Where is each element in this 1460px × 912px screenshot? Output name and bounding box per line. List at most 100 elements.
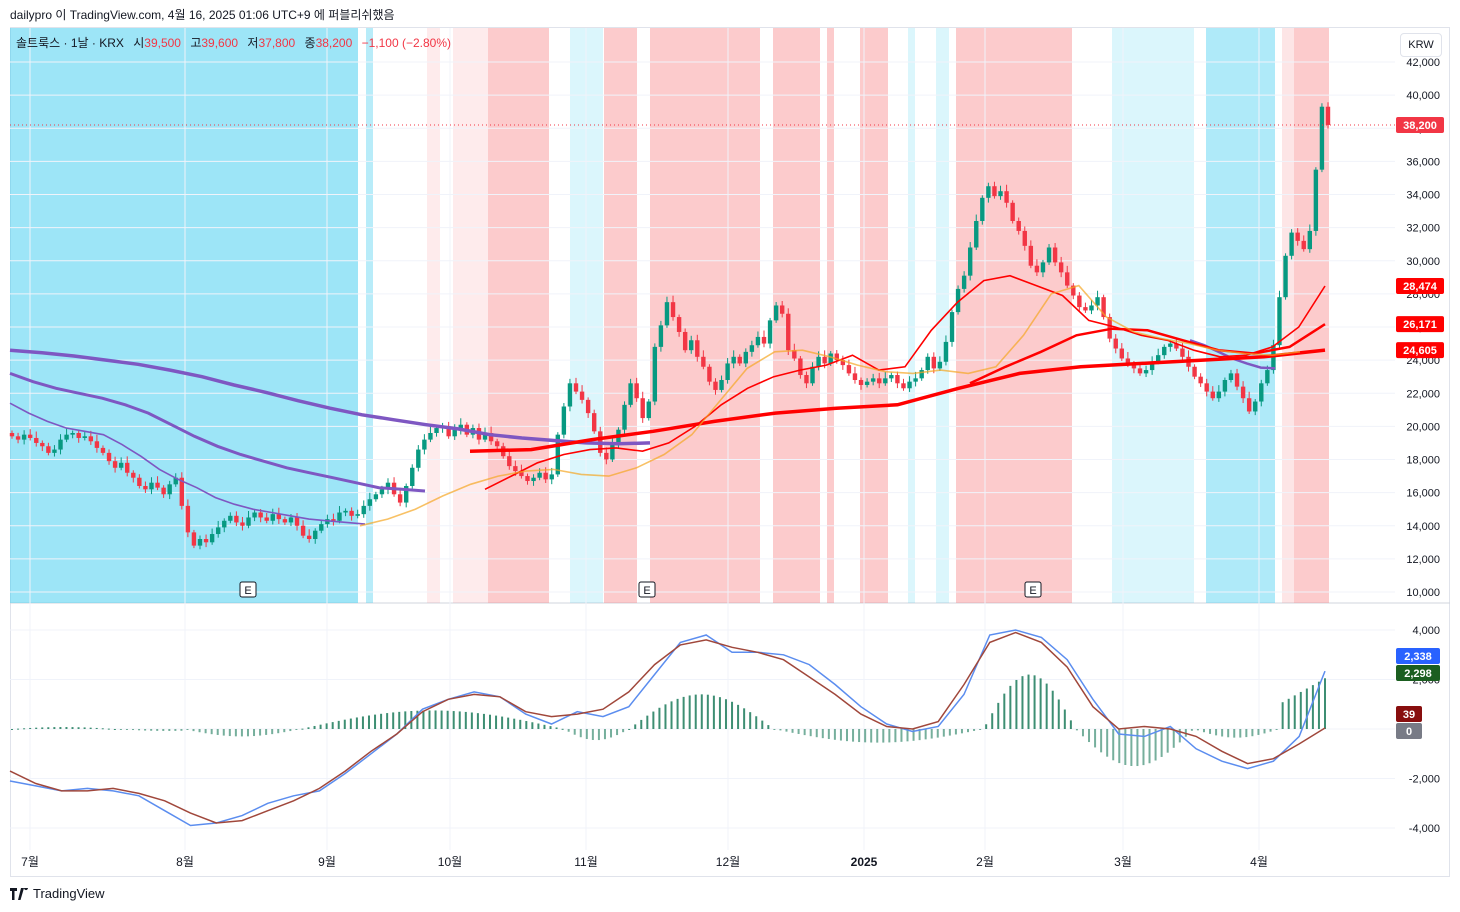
macd-histogram-bar	[23, 728, 26, 730]
candle	[155, 476, 160, 491]
candle-body	[337, 512, 342, 521]
price-tick-label: 32,000	[1406, 223, 1440, 235]
candle-body	[1301, 240, 1306, 250]
candle	[695, 334, 700, 362]
candle	[1253, 399, 1258, 416]
candle	[913, 371, 918, 387]
candle	[719, 375, 724, 393]
earnings-mark-box	[239, 581, 257, 598]
candle	[652, 343, 658, 406]
candle-body	[258, 512, 263, 518]
macd-badge: 2,298	[1396, 665, 1440, 681]
candle-body	[143, 486, 148, 490]
macd-histogram-bar	[513, 718, 516, 729]
candle-body	[410, 467, 415, 486]
candle	[1052, 243, 1058, 267]
candle-body	[658, 325, 664, 347]
candle	[1301, 235, 1306, 252]
candle-body	[840, 360, 846, 366]
time-tick-label: 12월	[716, 855, 740, 869]
candle-body	[1131, 363, 1137, 369]
candle	[203, 534, 209, 548]
footer-brand[interactable]: TradingView	[10, 886, 105, 901]
currency-button[interactable]: KRW	[1400, 33, 1442, 57]
candle	[149, 477, 154, 495]
price-badge-label: 24,605	[1403, 345, 1437, 357]
macd-histogram-bar	[470, 712, 473, 729]
candle-body	[349, 510, 354, 516]
candle-body	[689, 340, 694, 351]
macd-histogram-bar	[858, 729, 861, 743]
macd-histogram-bar	[628, 728, 631, 730]
regime-band-6	[604, 28, 637, 603]
low-value: 37,800	[258, 36, 296, 50]
candle	[955, 285, 961, 315]
macd-histogram-bar	[95, 727, 98, 729]
candle	[1198, 373, 1203, 387]
macd-histogram-bar	[749, 712, 752, 729]
candle-body	[209, 534, 215, 543]
candle-body	[379, 489, 385, 495]
candle-body	[925, 356, 930, 371]
macd-histogram-bar	[144, 729, 147, 731]
macd-histogram-bar	[1088, 729, 1091, 743]
macd-histogram-bar	[1015, 679, 1018, 729]
candle-body	[1052, 247, 1058, 263]
macd-histogram-bar	[718, 697, 721, 729]
macd-histogram-bar	[1081, 729, 1084, 737]
candle-body	[525, 476, 530, 482]
macd-histogram-bar	[1190, 729, 1193, 731]
candle-body	[1058, 262, 1064, 273]
macd-histogram-bar	[495, 715, 498, 729]
macd-histogram-bar	[1299, 691, 1302, 729]
candle-body	[846, 365, 852, 374]
candle	[561, 403, 567, 439]
macd-histogram-bar	[948, 729, 951, 736]
candle	[125, 456, 130, 477]
candle	[416, 445, 421, 472]
candle	[640, 391, 645, 423]
regime-band-14	[1112, 28, 1194, 603]
macd-histogram-bar	[809, 729, 812, 737]
price-badge-label: 26,171	[1403, 319, 1437, 331]
macd-tick-label: 4,000	[1412, 625, 1440, 637]
macd-histogram-bar	[192, 729, 195, 732]
macd-histogram-bar	[259, 729, 262, 736]
candle-body	[264, 517, 269, 521]
ma-red-thick-line	[469, 348, 1326, 453]
candle-body	[877, 378, 882, 384]
macd-histogram-bar	[464, 711, 467, 729]
candle	[579, 385, 585, 404]
macd-histogram-bar	[525, 721, 528, 729]
candle-body	[883, 378, 888, 384]
candle-body	[755, 336, 761, 346]
candle	[1240, 381, 1246, 404]
candle-body	[276, 514, 282, 520]
candle-body	[834, 353, 839, 361]
macd-histogram-bar	[1245, 729, 1248, 738]
macd-badge-label: 39	[1403, 709, 1415, 721]
candle-body	[870, 378, 876, 382]
regime-band-11	[908, 28, 915, 603]
candle-body	[403, 486, 409, 503]
regime-band-4	[488, 28, 549, 603]
macd-histogram-bar	[89, 727, 92, 729]
macd-histogram-bar	[882, 729, 885, 743]
macd-histogram-bar	[204, 729, 207, 734]
candle-body	[252, 512, 257, 518]
candle-body	[112, 461, 118, 468]
macd-histogram-bar	[1106, 729, 1109, 757]
macd-histogram-bar	[803, 729, 806, 736]
macd-histogram-bar	[997, 702, 1000, 729]
time-tick-label: 11월	[574, 855, 598, 869]
macd-histogram-bar	[156, 729, 159, 731]
macd-histogram-bar	[265, 729, 268, 735]
candle	[1010, 200, 1015, 224]
candle	[1077, 292, 1082, 312]
macd-histogram-bar	[234, 729, 237, 737]
candle-body	[203, 539, 209, 543]
candle-body	[197, 539, 203, 546]
candle	[349, 507, 354, 521]
candle	[185, 499, 191, 538]
